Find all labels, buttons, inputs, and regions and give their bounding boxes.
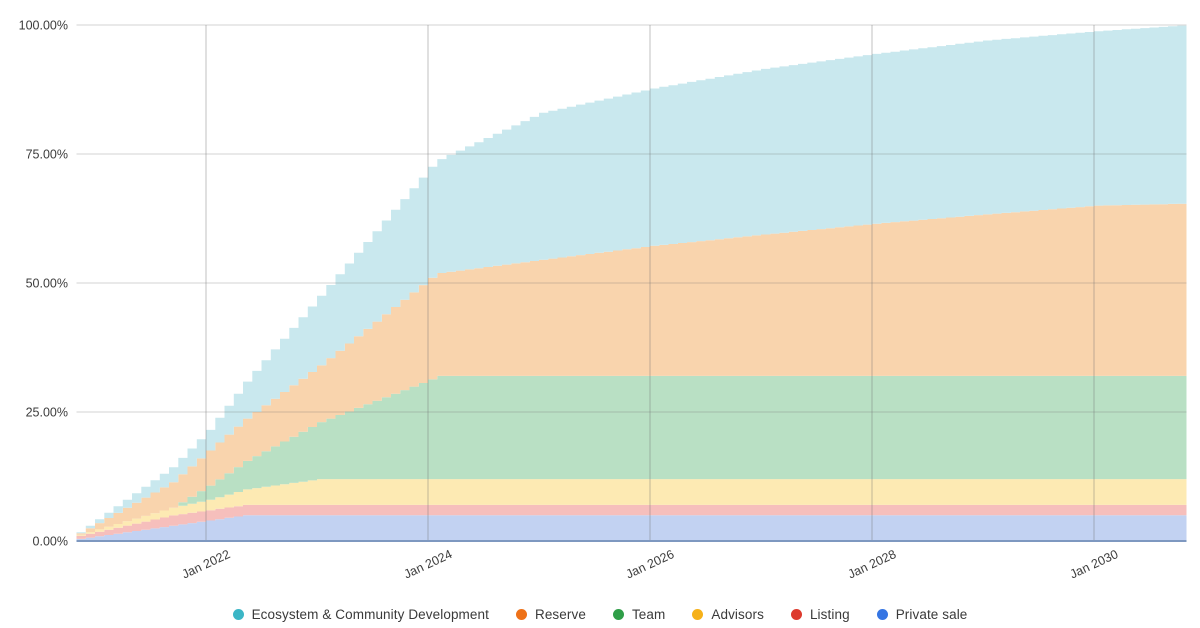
x-tick-label: Jan 2024 [402,547,455,581]
area-reserve [76,203,1187,535]
y-tick-label: 25.00% [26,406,68,420]
legend-item-ecosystem-community-development[interactable]: Ecosystem & Community Development [232,606,489,622]
legend-dot-icon [515,608,527,620]
legend-dot-icon [612,608,624,620]
legend-dot-icon [876,608,888,620]
y-tick-label: 100.00% [19,19,68,33]
area-bands [76,25,1187,541]
stacked-area-plot: 0.00%25.00%50.00%75.00%100.00%Jan 2022 Ja… [19,19,1187,581]
legend-item-listing[interactable]: Listing [790,606,850,622]
legend-item-advisors[interactable]: Advisors [692,607,764,622]
chart-legend: Ecosystem & Community Development Reserve… [0,602,1200,626]
legend-label: Ecosystem & Community Development [251,606,489,622]
x-tick-label: Jan 2030 [1068,547,1121,581]
legend-item-team[interactable]: Team [612,606,666,622]
x-axis-labels: Jan 2022 Jan 2024 Jan 2026 Jan 2028 Jan 2030 [180,547,1121,581]
legend-dot-icon [692,608,704,620]
y-tick-label: 75.00% [26,148,68,162]
legend-label: Advisors [711,606,764,622]
legend-label: Team [631,606,666,622]
area-ecosystem-community-development [76,25,1187,534]
area-team [76,375,1187,535]
area-private-sale [76,515,1187,541]
legend-dot-icon [232,608,244,620]
area-listing [76,504,1187,539]
legend-label: Listing [809,606,850,622]
y-tick-label: 0.00% [33,535,68,549]
x-tick-label: Jan 2022 [180,547,233,581]
legend-label: Reserve [534,606,586,622]
legend-item-private-sale[interactable]: Private sale [876,606,968,622]
x-tick-label: Jan 2026 [624,547,677,581]
gridlines [76,24,1187,541]
y-axis-labels: 0.00% 25.00% 50.00% 75.00% 100.00% [19,19,68,549]
area-advisors [76,479,1187,536]
legend-dot-icon [790,608,802,620]
y-tick-label: 50.00% [26,277,68,291]
legend-item-reserve[interactable]: Reserve [515,606,586,622]
legend-label: Private sale [895,606,968,622]
x-tick-label: Jan 2028 [846,547,899,581]
